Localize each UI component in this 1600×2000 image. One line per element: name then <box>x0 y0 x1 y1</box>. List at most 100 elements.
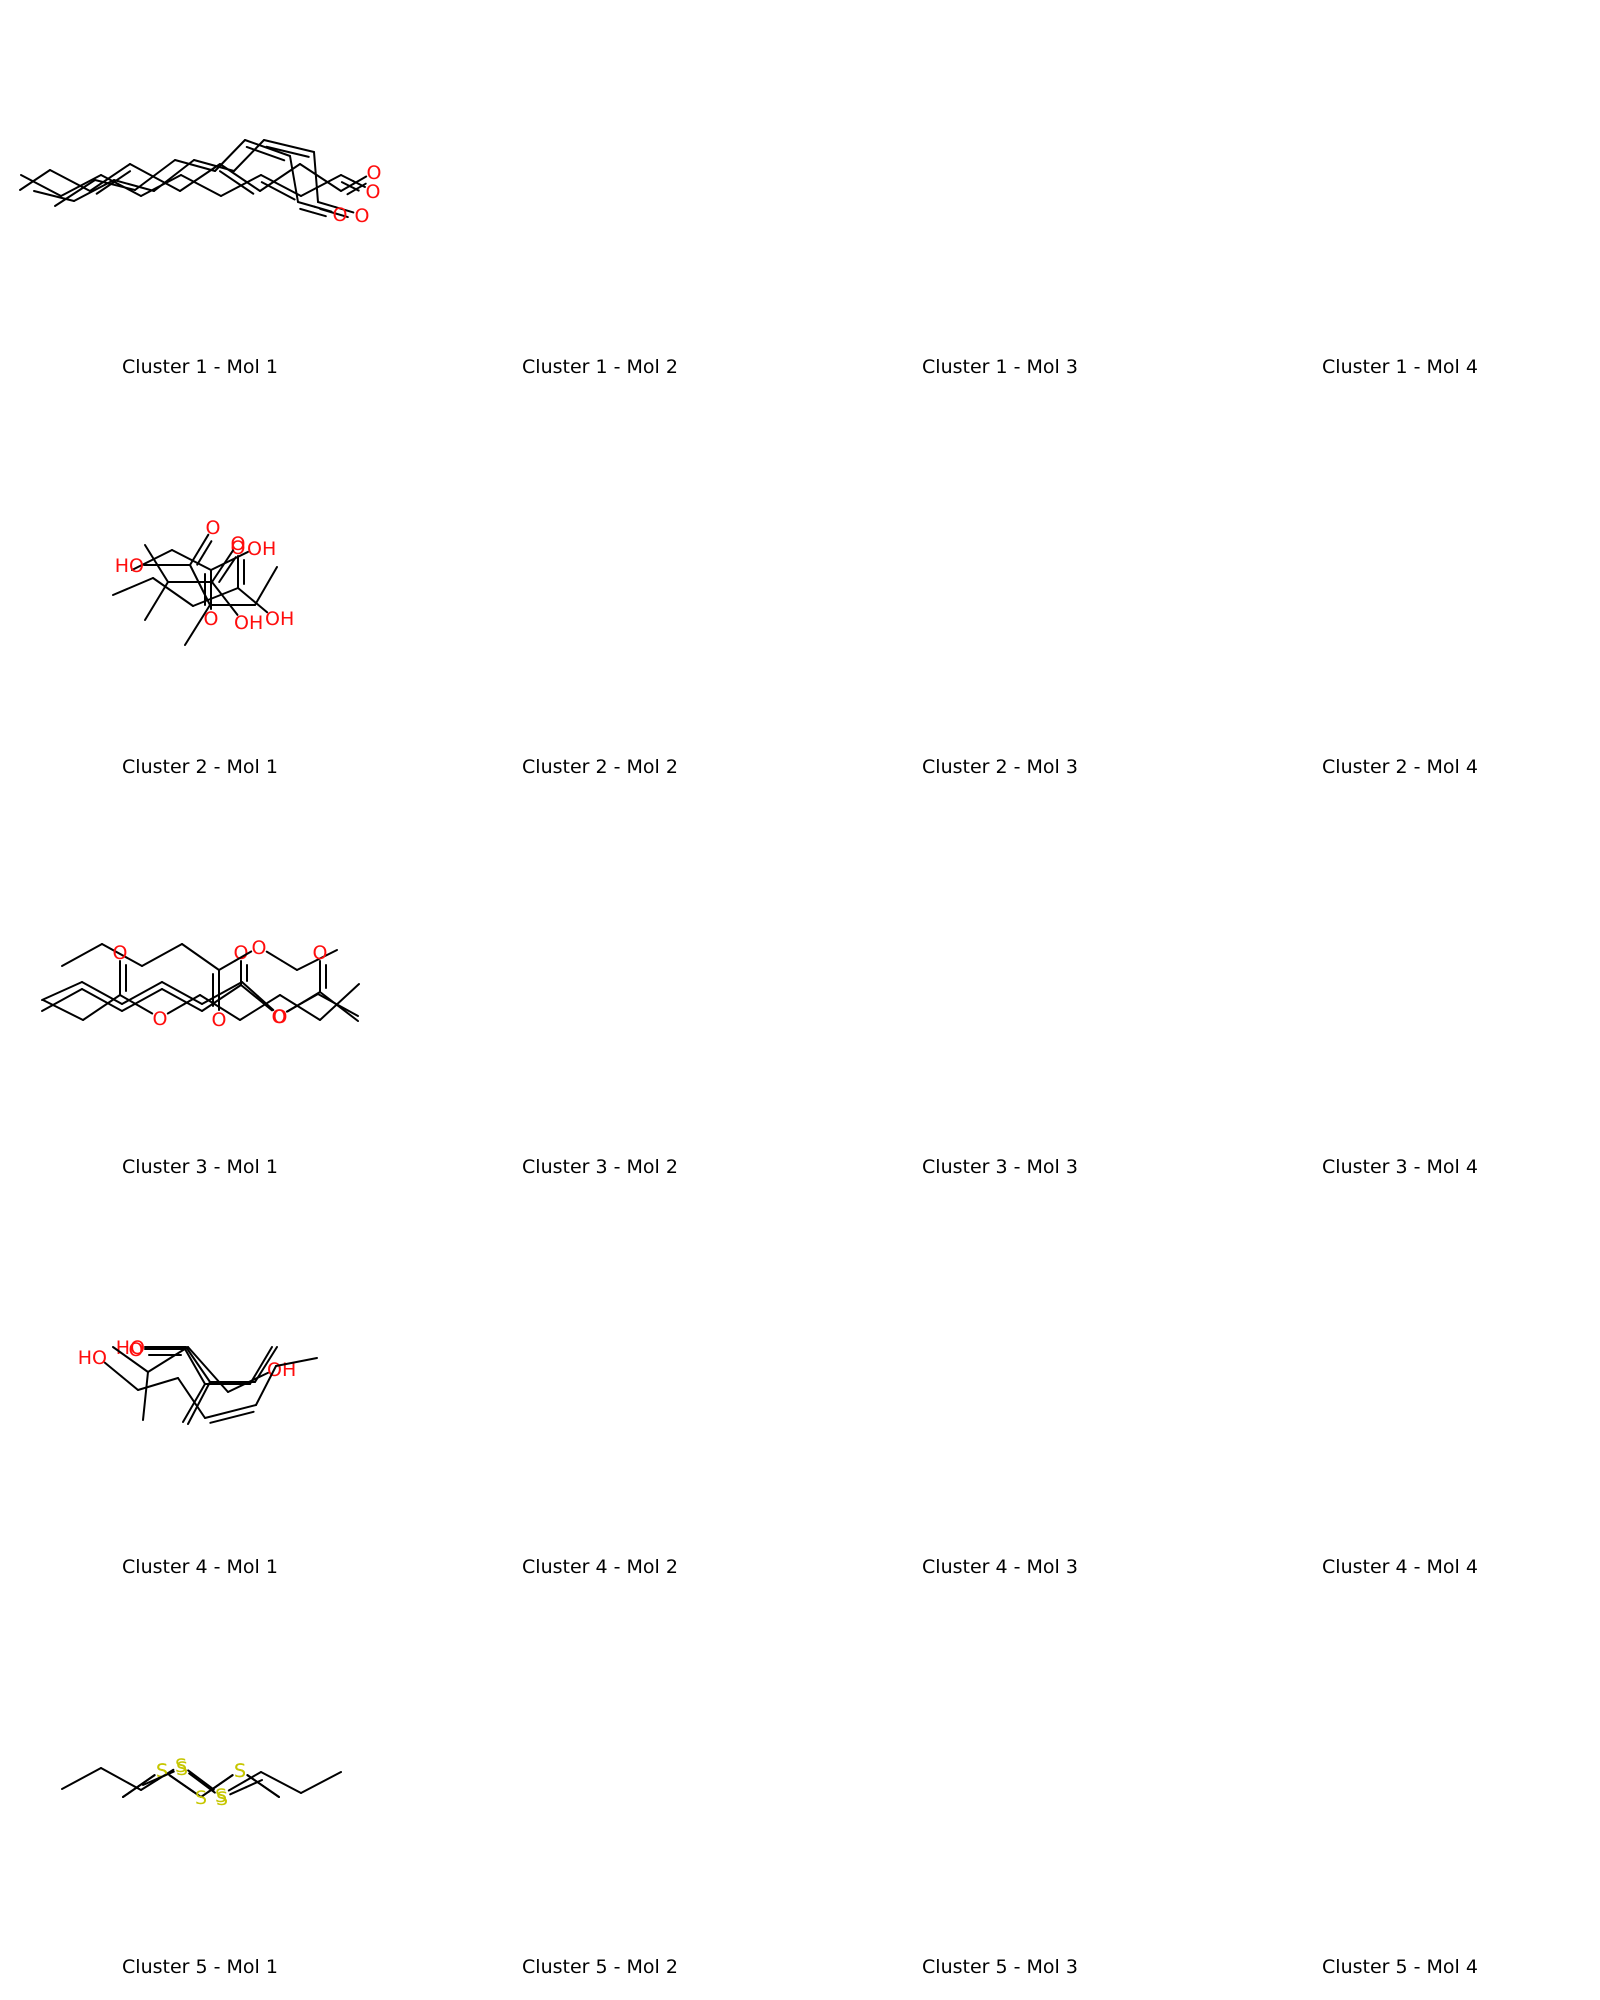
bond <box>41 981 83 1001</box>
molecule-cell: HO O Cluster 2 - Mol 4 <box>115 400 1600 800</box>
bond <box>262 1785 280 1798</box>
molecule-caption: Cluster 3 - Mol 4 <box>1322 1156 1478 1178</box>
bond <box>240 984 258 999</box>
bond <box>61 943 103 967</box>
molecule-cell: O OH Cluster 2 - Mol 1 <box>0 400 400 800</box>
bond <box>54 179 96 207</box>
molecule-caption: Cluster 4 - Mol 3 <box>922 1556 1078 1578</box>
molecule-cell: O O Cluster 3 - Mol 4 <box>41 800 1600 1200</box>
bond <box>142 1777 160 1786</box>
bond <box>94 179 136 191</box>
molecule-caption: Cluster 1 - Mol 2 <box>522 356 678 378</box>
molecule-caption: Cluster 4 - Mol 2 <box>522 1556 678 1578</box>
bond <box>254 566 278 606</box>
oxygen-atom-label: O <box>252 937 267 959</box>
bond <box>33 190 75 202</box>
sulfur-atom-label: S <box>216 1788 228 1810</box>
bond <box>239 994 281 1021</box>
molecule-cell: HO Cluster 4 - Mol 4 <box>78 1200 1600 1600</box>
bond <box>187 1381 211 1425</box>
bond <box>61 1767 102 1790</box>
oxygen-atom-label: OH <box>265 608 294 630</box>
bond <box>147 1346 189 1373</box>
bond <box>144 544 169 583</box>
bond <box>255 1365 277 1406</box>
bond <box>49 169 91 192</box>
bond <box>332 211 349 219</box>
oxygen-atom-label: O <box>366 181 381 203</box>
bond <box>256 994 275 1011</box>
molecule-caption: Cluster 3 - Mol 2 <box>522 1156 678 1178</box>
bond <box>245 1779 263 1789</box>
bond <box>229 1786 248 1796</box>
bond <box>152 577 194 607</box>
bond <box>142 1371 149 1421</box>
molecule-caption: Cluster 5 - Mol 2 <box>522 1956 678 1978</box>
bond <box>182 994 201 1006</box>
bond <box>189 564 211 606</box>
sulfur-atom-label: S <box>175 1755 187 1777</box>
molecule-caption: Cluster 1 - Mol 3 <box>922 356 1078 378</box>
oxygen-atom-label: O <box>153 1008 168 1030</box>
bond <box>201 984 242 1012</box>
bond <box>260 174 302 197</box>
bond <box>81 981 123 1005</box>
bond <box>199 994 241 1021</box>
oxygen-atom-label: O <box>273 1006 288 1028</box>
oxygen-atom-label: O <box>231 533 246 555</box>
bond <box>244 139 291 157</box>
molecule-cell: O OH Cluster 2 - Mol 2 <box>112 400 800 800</box>
molecule-structure: SSS <box>122 1760 280 1809</box>
molecule-structure: OO <box>42 942 360 1030</box>
molecule-structure: O <box>20 174 381 203</box>
bond <box>19 169 51 191</box>
bond <box>42 999 84 1021</box>
oxygen-atom-label: O <box>231 537 246 559</box>
bond <box>275 1357 318 1367</box>
molecule-caption: Cluster 4 - Mol 4 <box>1322 1556 1478 1578</box>
bond <box>349 185 360 192</box>
bond <box>300 174 342 197</box>
molecule-structure: HO O <box>115 517 278 646</box>
bond <box>289 155 299 203</box>
molecule-structure: OO <box>41 942 359 1028</box>
bond <box>214 139 246 172</box>
bond <box>227 1780 246 1792</box>
bond <box>103 1361 123 1378</box>
molecule-cell: O Cluster 1 - Mol 2 <box>33 0 800 400</box>
bond <box>319 983 360 1021</box>
bond <box>279 994 321 1021</box>
bond <box>137 1774 156 1788</box>
bond <box>219 163 261 192</box>
bond <box>181 943 220 971</box>
bond <box>265 145 310 158</box>
bond <box>101 943 143 967</box>
bond <box>140 1778 159 1791</box>
bond <box>187 1769 215 1791</box>
bond <box>121 981 163 1005</box>
bond <box>246 1774 265 1788</box>
bond <box>179 163 221 192</box>
bond <box>122 1785 140 1798</box>
bond <box>89 163 131 192</box>
molecule-structure: SS <box>61 1755 342 1807</box>
bond <box>211 565 224 583</box>
bond <box>340 174 354 182</box>
bond <box>312 211 327 218</box>
bond <box>300 1771 342 1794</box>
bond <box>218 959 237 971</box>
bond <box>209 1410 255 1424</box>
bond <box>340 182 355 192</box>
oxygen-atom-label: OH <box>247 538 276 560</box>
bond <box>41 988 83 1012</box>
bond <box>245 145 286 162</box>
bond <box>218 170 255 195</box>
molecule-caption: Cluster 2 - Mol 4 <box>1322 756 1478 778</box>
molecule-structure: SS <box>142 1758 263 1810</box>
bond <box>198 533 210 551</box>
molecule-caption: Cluster 4 - Mol 1 <box>122 1556 278 1578</box>
molecule-caption: Cluster 5 - Mol 4 <box>1322 1956 1478 1978</box>
sulfur-atom-label: S <box>234 1760 246 1782</box>
bond <box>299 163 342 192</box>
